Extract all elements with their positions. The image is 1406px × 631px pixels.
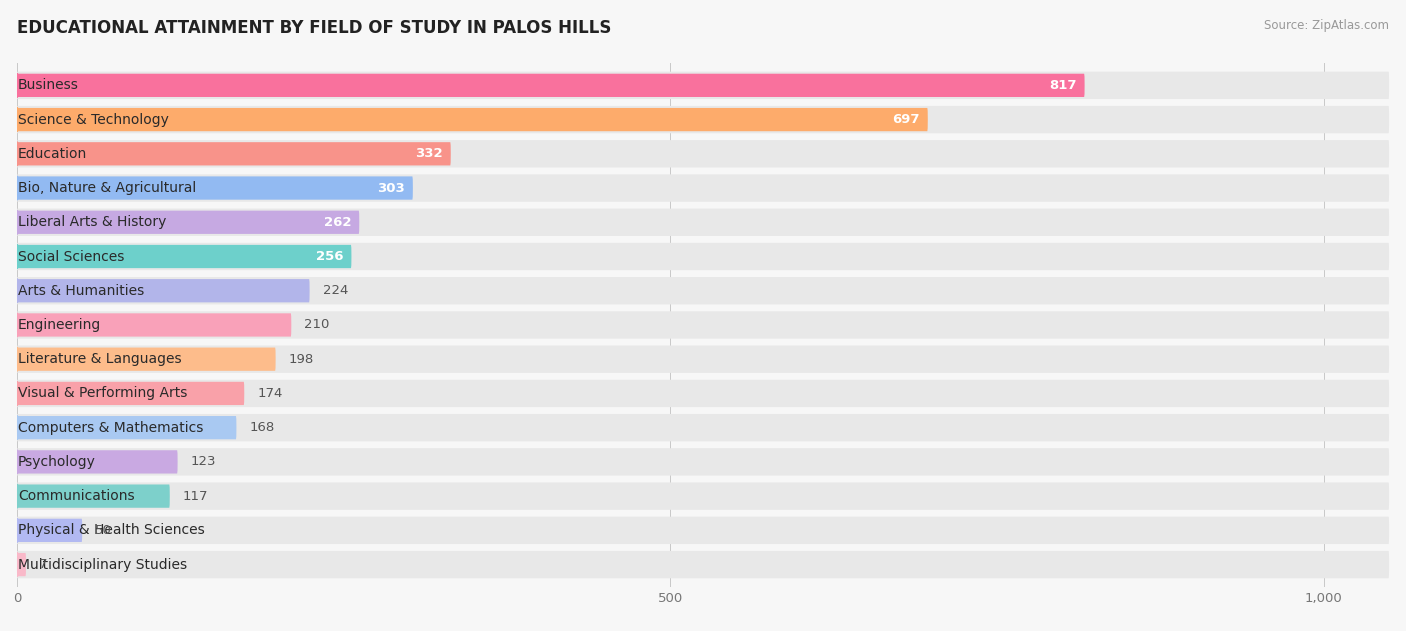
Text: Science & Technology: Science & Technology	[18, 112, 169, 127]
FancyBboxPatch shape	[17, 311, 1389, 339]
FancyBboxPatch shape	[17, 519, 82, 542]
Text: EDUCATIONAL ATTAINMENT BY FIELD OF STUDY IN PALOS HILLS: EDUCATIONAL ATTAINMENT BY FIELD OF STUDY…	[17, 19, 612, 37]
FancyBboxPatch shape	[17, 108, 928, 131]
Text: 210: 210	[304, 319, 330, 331]
Text: Business: Business	[18, 78, 79, 92]
FancyBboxPatch shape	[17, 553, 27, 576]
Text: Computers & Mathematics: Computers & Mathematics	[18, 421, 204, 435]
Text: Arts & Humanities: Arts & Humanities	[18, 284, 143, 298]
Text: 697: 697	[893, 113, 920, 126]
FancyBboxPatch shape	[17, 382, 245, 405]
Text: Literature & Languages: Literature & Languages	[18, 352, 181, 366]
FancyBboxPatch shape	[17, 451, 177, 473]
Text: Engineering: Engineering	[18, 318, 101, 332]
Text: 117: 117	[183, 490, 208, 503]
Text: 256: 256	[316, 250, 343, 263]
Text: 198: 198	[288, 353, 314, 366]
FancyBboxPatch shape	[17, 485, 170, 508]
FancyBboxPatch shape	[17, 245, 352, 268]
FancyBboxPatch shape	[17, 243, 1389, 270]
FancyBboxPatch shape	[17, 277, 1389, 304]
FancyBboxPatch shape	[17, 74, 1084, 97]
FancyBboxPatch shape	[17, 209, 1389, 236]
Text: 123: 123	[191, 456, 217, 468]
FancyBboxPatch shape	[17, 380, 1389, 407]
FancyBboxPatch shape	[17, 414, 1389, 441]
FancyBboxPatch shape	[17, 106, 1389, 133]
Text: 224: 224	[323, 284, 349, 297]
FancyBboxPatch shape	[17, 346, 1389, 373]
Text: Source: ZipAtlas.com: Source: ZipAtlas.com	[1264, 19, 1389, 32]
Text: Physical & Health Sciences: Physical & Health Sciences	[18, 523, 205, 538]
FancyBboxPatch shape	[17, 142, 451, 165]
FancyBboxPatch shape	[17, 174, 1389, 202]
Text: 7: 7	[39, 558, 48, 571]
FancyBboxPatch shape	[17, 314, 291, 336]
FancyBboxPatch shape	[17, 140, 1389, 167]
Text: Bio, Nature & Agricultural: Bio, Nature & Agricultural	[18, 181, 195, 195]
Text: 50: 50	[96, 524, 112, 537]
FancyBboxPatch shape	[17, 177, 413, 199]
FancyBboxPatch shape	[17, 72, 1389, 99]
Text: 168: 168	[249, 421, 274, 434]
Text: Psychology: Psychology	[18, 455, 96, 469]
Text: Social Sciences: Social Sciences	[18, 249, 124, 264]
FancyBboxPatch shape	[17, 348, 276, 371]
FancyBboxPatch shape	[17, 279, 309, 302]
Text: Visual & Performing Arts: Visual & Performing Arts	[18, 386, 187, 401]
Text: 174: 174	[257, 387, 283, 400]
Text: 262: 262	[323, 216, 352, 229]
FancyBboxPatch shape	[17, 416, 236, 439]
Text: Multidisciplinary Studies: Multidisciplinary Studies	[18, 558, 187, 572]
FancyBboxPatch shape	[17, 517, 1389, 544]
FancyBboxPatch shape	[17, 211, 360, 234]
FancyBboxPatch shape	[17, 448, 1389, 476]
Text: Education: Education	[18, 147, 87, 161]
Text: 303: 303	[377, 182, 405, 194]
FancyBboxPatch shape	[17, 483, 1389, 510]
Text: 817: 817	[1049, 79, 1077, 92]
Text: Liberal Arts & History: Liberal Arts & History	[18, 215, 166, 229]
FancyBboxPatch shape	[17, 551, 1389, 578]
Text: Communications: Communications	[18, 489, 135, 503]
Text: 332: 332	[415, 147, 443, 160]
